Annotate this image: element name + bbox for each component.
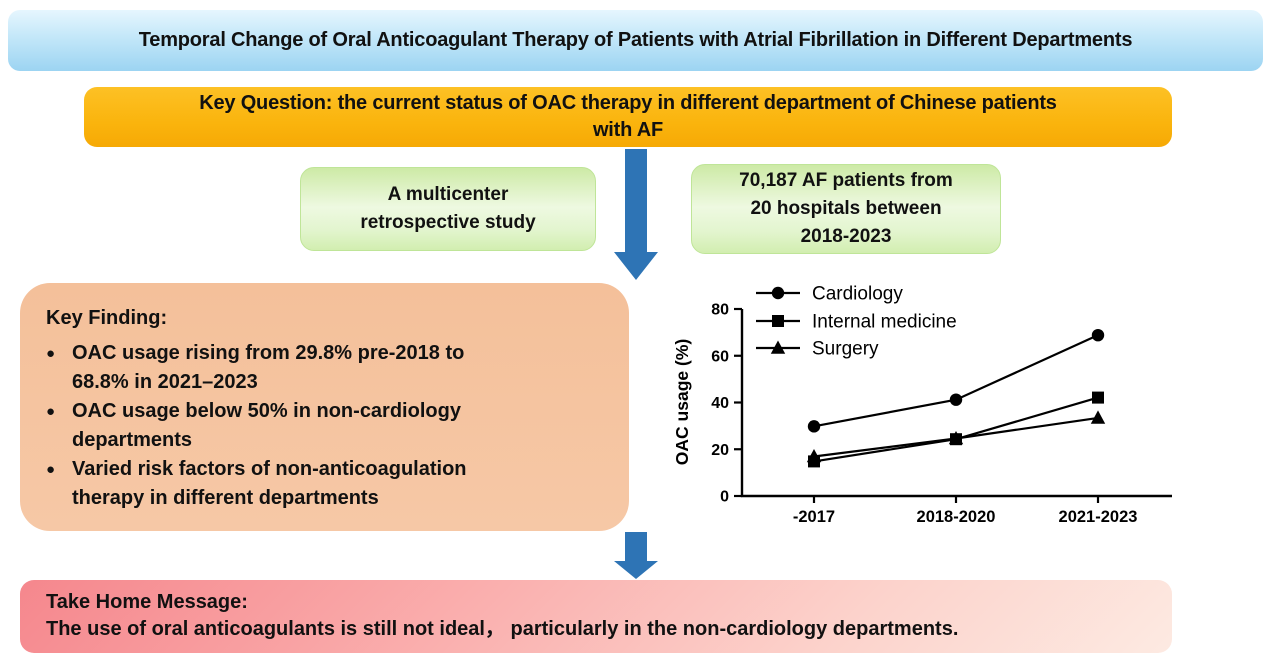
y-axis-title: OAC usage (%) — [672, 339, 692, 465]
y-tick-label: 80 — [711, 302, 729, 319]
bullet-icon: ● — [46, 461, 56, 478]
legend-label: Surgery — [812, 339, 879, 360]
x-tick-label: 2021-2023 — [1059, 508, 1138, 526]
take-home-box: Take Home Message: The use of oral antic… — [20, 580, 1172, 653]
down-arrow-icon — [614, 149, 658, 280]
bullet-icon: ● — [46, 345, 56, 362]
oac-usage-chart: 0 20 40 60 80 -2017 2018-2020 2021-2023 OAC usag… — [650, 278, 1250, 538]
title-banner: Temporal Change of Oral Anticoagulant Th… — [8, 10, 1263, 71]
page-title: Temporal Change of Oral Anticoagulant Th… — [138, 29, 1133, 51]
bullet-1-line1: OAC usage rising from 29.8% pre-2018 to — [72, 342, 465, 364]
x-tick-label: 2018-2020 — [917, 508, 996, 526]
y-tick-label: 40 — [711, 395, 729, 412]
chart-series-cardiology — [807, 328, 1105, 433]
key-finding-box: Key Finding: ● OAC usage rising from 29.… — [20, 283, 629, 531]
y-tick-label: 20 — [711, 442, 729, 459]
key-finding-heading: Key Finding: — [46, 307, 168, 329]
legend-label: Cardiology — [812, 284, 903, 305]
down-arrow-icon — [614, 532, 658, 579]
study-type-line2: retrospective study — [360, 212, 536, 233]
take-home-text: The use of oral anticoagulants is still … — [46, 618, 959, 640]
patients-box: 70,187 AF patients from 20 hospitals bet… — [691, 164, 1001, 254]
bullet-1-line2: 68.8% in 2021–2023 — [72, 371, 258, 393]
chart-axes: 0 20 40 60 80 -2017 2018-2020 2021-2023 — [711, 302, 1172, 526]
key-finding-bullet-1: ● OAC usage rising from 29.8% pre-2018 t… — [46, 339, 611, 397]
legend-label: Internal medicine — [812, 312, 957, 333]
x-tick-label: -2017 — [793, 508, 835, 526]
patients-line3: 2018-2023 — [800, 226, 892, 247]
study-type-line1: A multicenter — [387, 184, 509, 205]
patients-line2: 20 hospitals between — [750, 198, 942, 219]
study-type-box: A multicenter retrospective study — [300, 167, 596, 251]
key-finding-bullet-3: ● Varied risk factors of non-anticoagula… — [46, 455, 611, 513]
bullet-2-line2: departments — [72, 429, 193, 451]
y-tick-label: 0 — [720, 489, 729, 506]
key-question-line1: Key Question: the current status of OAC … — [199, 92, 1057, 114]
patients-line1: 70,187 AF patients from — [739, 170, 953, 191]
bullet-3-line2: therapy in different departments — [72, 487, 379, 509]
key-finding-bullet-2: ● OAC usage below 50% in non-cardiology … — [46, 397, 611, 455]
take-home-heading: Take Home Message: — [46, 591, 248, 613]
y-tick-label: 60 — [711, 348, 729, 365]
bullet-2-line1: OAC usage below 50% in non-cardiology — [72, 400, 461, 422]
chart-series-surgery — [806, 410, 1106, 463]
key-question-box: Key Question: the current status of OAC … — [84, 87, 1172, 147]
bullet-icon: ● — [46, 403, 56, 420]
oac-usage-chart-svg: 0 20 40 60 80 -2017 2018-2020 2021-2023 OAC usag… — [672, 284, 1172, 526]
key-question-line2: with AF — [592, 119, 664, 141]
bullet-3-line1: Varied risk factors of non-anticoagulati… — [72, 458, 467, 480]
chart-legend: Cardiology Internal medicine Surgery — [756, 284, 957, 360]
